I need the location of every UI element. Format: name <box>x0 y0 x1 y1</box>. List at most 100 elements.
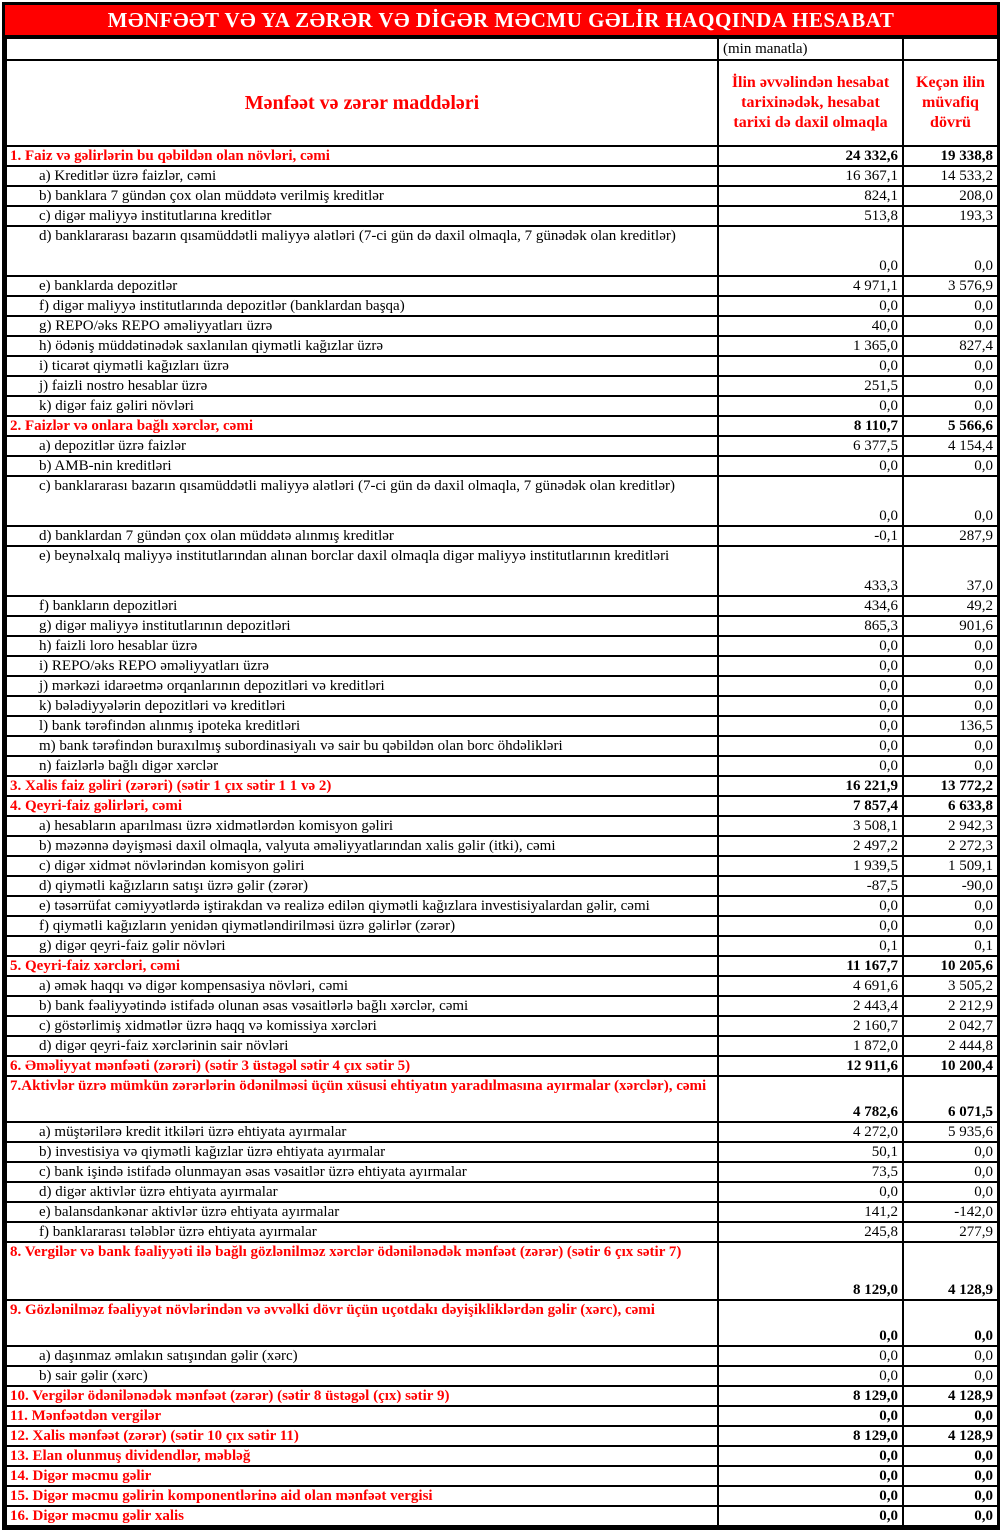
row-label: b) sair gəlir (xərc) <box>5 1365 719 1387</box>
row-label: a) əmək haqqı və digər kompensasiya növl… <box>5 975 719 997</box>
row-value-previous: 0,0 <box>902 295 999 317</box>
row-value-previous: 2 042,7 <box>902 1015 999 1037</box>
table-row: a) müştərilərə kredit itkiləri üzrə ehti… <box>5 1121 999 1143</box>
row-value-previous: 0,0 <box>902 1365 999 1387</box>
row-value-previous: 2 272,3 <box>902 835 999 857</box>
row-label: 4. Qeyri-faiz gəlirləri, cəmi <box>5 795 719 817</box>
table-row: e) təsərrüfat cəmiyyətlərdə iştirakdan v… <box>5 895 999 917</box>
row-value-previous: 0,0 <box>902 695 999 717</box>
row-value-previous: 0,0 <box>902 1161 999 1183</box>
row-value-current: 8 129,0 <box>717 1425 904 1447</box>
row-value-previous: 0,0 <box>902 915 999 937</box>
table-row: b) bank fəaliyyətində istifadə olunan əs… <box>5 995 999 1017</box>
row-label: h) faizli loro hesablar üzrə <box>5 635 719 657</box>
row-value-previous: 0,0 <box>902 1445 999 1467</box>
row-value-current: 513,8 <box>717 205 904 227</box>
row-label: l) bank tərəfindən alınmış ipoteka kredi… <box>5 715 719 737</box>
row-label: a) Kreditlər üzrə faizlər, cəmi <box>5 165 719 187</box>
row-label: 12. Xalis mənfəət (zərər) (sətir 10 çıx … <box>5 1425 719 1447</box>
row-value-previous: 0,0 <box>902 755 999 777</box>
row-value-previous: -142,0 <box>902 1201 999 1223</box>
table-row: f) qiymətli kağızların yenidən qiymətlən… <box>5 915 999 937</box>
table-row: c) bank işində istifadə olunmayan əsas v… <box>5 1161 999 1183</box>
row-label: d) digər qeyri-faiz xərclərinin sair növ… <box>5 1035 719 1057</box>
row-label: 8. Vergilər və bank fəaliyyəti ilə bağlı… <box>5 1241 719 1301</box>
row-value-previous: 6 071,5 <box>902 1075 999 1123</box>
row-value-current: 7 857,4 <box>717 795 904 817</box>
row-value-previous: 2 444,8 <box>902 1035 999 1057</box>
row-label: k) digər faiz gəliri növləri <box>5 395 719 417</box>
row-label: e) balansdankənar aktivlər üzrə ehtiyata… <box>5 1201 719 1223</box>
row-value-previous: 0,0 <box>902 895 999 917</box>
row-value-current: 0,0 <box>717 1405 904 1427</box>
table-row: 5. Qeyri-faiz xərcləri, cəmi 11 167,7 10 2… <box>5 955 999 977</box>
row-value-previous: 19 338,8 <box>902 145 999 167</box>
row-value-current: 0,0 <box>717 895 904 917</box>
row-value-current: 8 129,0 <box>717 1385 904 1407</box>
table-row: 16. Digər məcmu gəlir xalis 0,0 0,0 <box>5 1505 999 1527</box>
row-value-current: 4 782,6 <box>717 1075 904 1123</box>
row-value-current: 0,0 <box>717 695 904 717</box>
row-label: 9. Gözlənilməz fəaliyyət növlərindən və … <box>5 1299 719 1347</box>
table-row: b) məzənnə dəyişməsi daxil olmaqla, valy… <box>5 835 999 857</box>
row-label: k) bələdiyyələrin depozitləri və kreditl… <box>5 695 719 717</box>
table-row: g) REPO/əks REPO əməliyyatları üzrə 40,0 0… <box>5 315 999 337</box>
row-value-current: 0,1 <box>717 935 904 957</box>
row-value-current: 11 167,7 <box>717 955 904 977</box>
row-label: c) bank işində istifadə olunmayan əsas v… <box>5 1161 719 1183</box>
row-label: a) hesabların aparılması üzrə xidmətlərd… <box>5 815 719 837</box>
table-row: 10. Vergilər ödənilənədək mənfəət (zərər… <box>5 1385 999 1407</box>
row-value-current: 1 872,0 <box>717 1035 904 1057</box>
table-row: c) digər xidmət növlərindən komisyon gəl… <box>5 855 999 877</box>
row-label: f) banklararası tələblər üzrə ehtiyata a… <box>5 1221 719 1243</box>
row-value-current: 0,0 <box>717 225 904 277</box>
table-row: 13. Elan olunmuş dividendlər, məbləğ 0,0 0… <box>5 1445 999 1467</box>
row-value-current: 0,0 <box>717 735 904 757</box>
row-value-current: 2 497,2 <box>717 835 904 857</box>
row-value-previous: 0,0 <box>902 315 999 337</box>
row-value-current: 0,0 <box>717 1345 904 1367</box>
row-value-previous: 0,0 <box>902 1505 999 1527</box>
row-value-current: 0,0 <box>717 355 904 377</box>
row-label: 3. Xalis faiz gəliri (zərəri) (sətir 1 ç… <box>5 775 719 797</box>
table-row: b) sair gəlir (xərc) 0,0 0,0 <box>5 1365 999 1387</box>
row-value-previous: 5 566,6 <box>902 415 999 437</box>
row-value-current: 865,3 <box>717 615 904 637</box>
report-body: 1. Faiz və gəlirlərin bu qəbildən olan n… <box>5 145 999 1527</box>
row-label: e) beynəlxalq maliyyə institutlarından a… <box>5 545 719 597</box>
row-value-previous: 193,3 <box>902 205 999 227</box>
row-label: 11. Mənfəətdən vergilər <box>5 1405 719 1427</box>
table-row: 6. Əməliyyat mənfəəti (zərəri) (sətir 3 … <box>5 1055 999 1077</box>
table-row: b) banklara 7 gündən çox olan müddətə ve… <box>5 185 999 207</box>
row-value-previous: 0,0 <box>902 1465 999 1487</box>
table-row: 8. Vergilər və bank fəaliyyəti ilə bağlı… <box>5 1241 999 1301</box>
row-value-previous: 10 200,4 <box>902 1055 999 1077</box>
row-value-previous: 4 128,9 <box>902 1385 999 1407</box>
row-label: g) REPO/əks REPO əməliyyatları üzrə <box>5 315 719 337</box>
table-row: 7.Aktivlər üzrə mümkün zərərlərin ödənil… <box>5 1075 999 1123</box>
empty-cell <box>5 37 719 61</box>
row-value-previous: 0,0 <box>902 1485 999 1507</box>
row-value-previous: 208,0 <box>902 185 999 207</box>
row-value-current: 0,0 <box>717 1485 904 1507</box>
row-value-current: 4 272,0 <box>717 1121 904 1143</box>
table-row: d) digər qeyri-faiz xərclərinin sair növ… <box>5 1035 999 1057</box>
row-label: h) ödəniş müddətinədək saxlanılan qiymət… <box>5 335 719 357</box>
table-row: e) banklarda depozitlər 4 971,1 3 576,9 <box>5 275 999 297</box>
row-label: f) qiymətli kağızların yenidən qiymətlən… <box>5 915 719 937</box>
table-row: k) bələdiyyələrin depozitləri və kreditl… <box>5 695 999 717</box>
row-value-current: 0,0 <box>717 715 904 737</box>
row-label: b) banklara 7 gündən çox olan müddətə ve… <box>5 185 719 207</box>
row-value-previous: 4 128,9 <box>902 1425 999 1447</box>
table-row: h) faizli loro hesablar üzrə 0,0 0,0 <box>5 635 999 657</box>
row-value-current: 245,8 <box>717 1221 904 1243</box>
table-row: a) daşınmaz əmlakın satışından gəlir (xə… <box>5 1345 999 1367</box>
table-row: c) banklararası bazarın qısamüddətli mal… <box>5 475 999 527</box>
row-value-current: 824,1 <box>717 185 904 207</box>
table-row: a) depozitlər üzrə faizlər 6 377,5 4 154,4 <box>5 435 999 457</box>
table-row: j) mərkəzi idarəetmə orqanlarının depozi… <box>5 675 999 697</box>
row-value-current: 24 332,6 <box>717 145 904 167</box>
row-label: f) digər maliyyə institutlarında depozit… <box>5 295 719 317</box>
row-value-current: 0,0 <box>717 475 904 527</box>
